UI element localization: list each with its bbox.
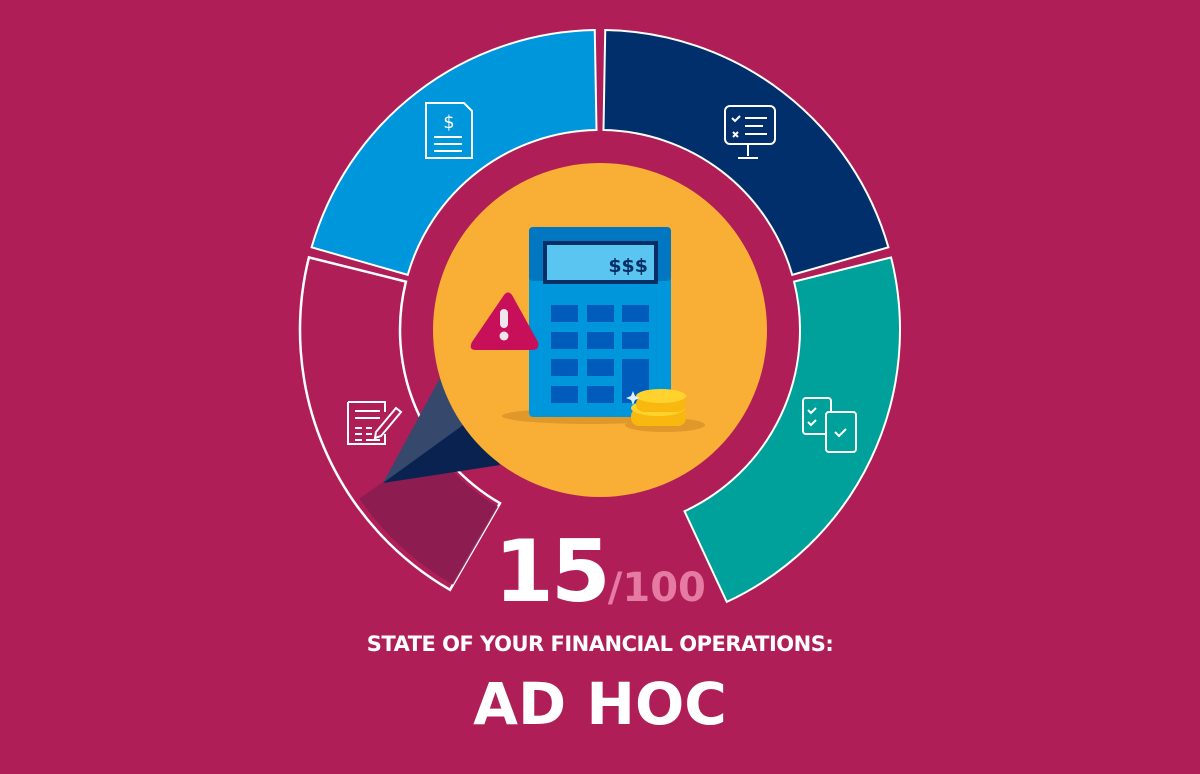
svg-text:$: $	[443, 112, 454, 133]
segment-approval	[683, 256, 901, 604]
coins-icon	[625, 389, 705, 432]
warning-icon	[470, 292, 539, 350]
segment-checklist	[602, 29, 890, 277]
form-pencil-icon	[347, 401, 403, 445]
score-max: /100	[607, 565, 706, 611]
score-display: 15/100	[0, 522, 1200, 622]
score-value: 15	[494, 522, 611, 622]
maturity-level: AD HOC	[473, 670, 727, 738]
segment-invoice	[310, 29, 598, 277]
documents-check-icon	[802, 397, 857, 453]
monitor-checklist-icon	[724, 105, 776, 159]
subtitle: STATE OF YOUR FINANCIAL OPERATIONS:	[366, 632, 834, 656]
score-fill-wedge	[359, 447, 498, 585]
invoice-dollar-icon: $	[425, 102, 473, 159]
calculator-display: $$$	[608, 255, 648, 277]
